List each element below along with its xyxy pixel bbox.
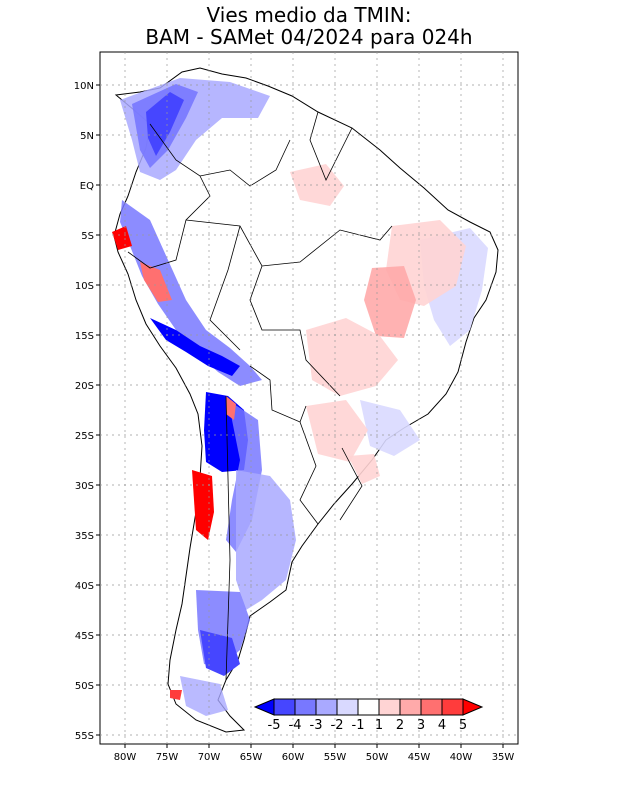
lat-label: 5S [81,231,94,242]
lat-label: 20S [75,381,94,392]
lon-label: 80W [114,752,137,763]
lat-label: 10S [75,281,94,292]
colorbar-label: -5 [268,718,281,733]
lat-label: 10N [74,81,94,92]
colorbar-cell [336,698,359,716]
lon-label: 70W [198,752,221,763]
colorbar-cell [273,698,296,716]
colorbar-legend: -5 -4 -3 -2 -1 1 2 3 4 5 [253,698,484,733]
country-borders [127,111,393,681]
colorbar-label: -1 [352,718,365,733]
longitude-labels: 80W 75W 70W 65W 60W 55W 50W 45W 40W 35W [114,752,515,763]
lon-label: 45W [408,752,431,763]
colorbar-label: -2 [331,718,344,733]
colorbar-label: -3 [310,718,323,733]
lon-label: 65W [240,752,263,763]
colorbar-cell [357,698,380,716]
colorbar-cell [315,698,338,716]
lon-label: 50W [366,752,389,763]
tick-marks [96,84,504,748]
map-title-line1: Vies medio da TMIN: [207,3,412,27]
colorbar-cell [378,698,401,716]
lat-label: 25S [75,431,94,442]
colorbar-label: 4 [438,718,446,733]
colorbar-cell [441,698,464,716]
colorbar-label: 5 [459,718,467,733]
colorbar-label: 1 [375,718,383,733]
colorbar-label: -4 [289,718,302,733]
lat-label: 35S [75,531,94,542]
lat-label: 30S [75,481,94,492]
latitude-labels: 10N 5N EQ 5S 10S 15S 20S 25S 30S 35S 40S… [74,81,94,742]
lat-label: 5N [80,131,94,142]
lon-label: 35W [492,752,515,763]
lat-label: 55S [75,731,94,742]
map-title-line2: BAM - SAMet 04/2024 para 024h [145,25,472,49]
positive-bias-shading [112,164,466,700]
lon-label: 60W [282,752,305,763]
colorbar-cell [399,698,422,716]
lat-label: 45S [75,631,94,642]
gridlines [100,52,518,744]
colorbar-cell [420,698,443,716]
colorbar-label: 2 [396,718,404,733]
lat-label: 15S [75,331,94,342]
lat-label: 50S [75,681,94,692]
lon-label: 55W [324,752,347,763]
lat-label: 40S [75,581,94,592]
lat-label: EQ [80,181,94,192]
plot-area [96,51,519,748]
lon-label: 40W [450,752,473,763]
colorbar-cell [294,698,317,716]
colorbar-label: 3 [417,718,425,733]
lon-label: 75W [156,752,179,763]
colorbar-right-arrow [462,698,484,716]
